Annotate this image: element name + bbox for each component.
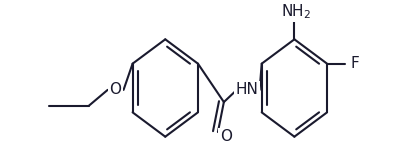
Text: O: O xyxy=(110,82,121,97)
Text: O: O xyxy=(220,129,232,144)
Text: F: F xyxy=(351,56,359,71)
Text: HN: HN xyxy=(235,82,258,97)
Text: NH$_2$: NH$_2$ xyxy=(281,2,312,21)
